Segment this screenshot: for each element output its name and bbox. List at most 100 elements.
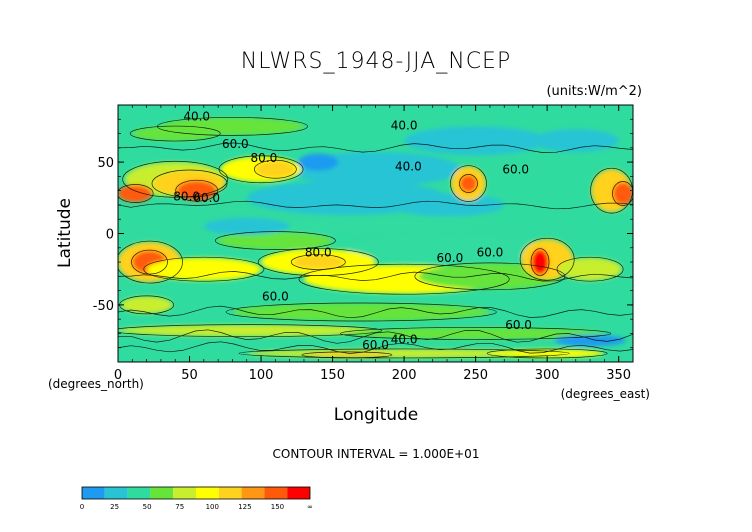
x-tick-label: 200	[392, 368, 417, 383]
field-region	[118, 324, 376, 337]
y-axis-label: Latitude	[55, 198, 75, 268]
contour-line	[151, 169, 228, 198]
contour-line	[290, 254, 346, 270]
field-region	[558, 257, 622, 281]
contour-line	[414, 262, 566, 291]
colorbar-label: 150	[271, 503, 284, 511]
contour-line	[122, 160, 229, 198]
chart-title: NLWRS_1948-JJA_NCEP	[241, 49, 511, 74]
field-region	[532, 129, 619, 153]
contour-label: 40.0	[395, 160, 422, 174]
contour-line	[118, 240, 183, 284]
contour-line	[118, 200, 633, 210]
contour-label: 60.0	[193, 191, 220, 205]
contour-line	[118, 271, 633, 282]
colorbar-swatch	[150, 487, 174, 499]
colorbar-label: 0	[80, 503, 84, 511]
contour-line	[129, 125, 221, 142]
colorbar-label: 100	[206, 503, 219, 511]
contour-line	[612, 181, 633, 206]
colorbar-swatch	[264, 487, 288, 499]
contour-label: 80.0	[305, 245, 332, 259]
contour-label: 60.0	[222, 137, 249, 151]
contour-label: 40.0	[391, 332, 418, 346]
colorbar-swatch	[196, 487, 219, 499]
contour-label: 60.0	[437, 251, 464, 265]
x-tick-label: 100	[249, 368, 274, 383]
colorbar-frame	[81, 486, 311, 500]
field-region	[346, 327, 605, 340]
contour-line	[530, 248, 550, 276]
colorbar-label: 75	[175, 503, 184, 511]
field-region	[132, 126, 219, 141]
colorbar-swatch	[287, 487, 310, 499]
field-region	[404, 126, 548, 155]
y-unit-note: (degrees_north)	[48, 377, 144, 391]
field-region	[203, 217, 290, 235]
contour-line	[459, 174, 478, 193]
colorbar-swatch	[173, 487, 196, 499]
colorbar-swatch	[104, 487, 128, 499]
field-region	[459, 174, 478, 193]
x-tick-label: 300	[535, 368, 560, 383]
contour-line	[118, 142, 633, 153]
contour-line	[118, 341, 633, 354]
field-region	[255, 160, 296, 178]
x-ticks: 0 50 100 150 200 250 300 350	[114, 105, 634, 383]
contour-label: 80.0	[173, 190, 200, 204]
contour-line	[225, 302, 497, 322]
field-region	[489, 349, 605, 358]
contour-label: 60.0	[502, 163, 529, 177]
contour-line	[143, 256, 265, 282]
contour-line	[175, 179, 219, 202]
colorbar-swatch	[218, 487, 242, 499]
field-region	[298, 153, 339, 171]
field-region	[531, 249, 549, 275]
contour-label: 60.0	[362, 338, 389, 352]
contour-line	[519, 237, 575, 281]
y-ticks: -50 0 50	[93, 104, 633, 363]
colorbar-label: 50	[143, 503, 152, 511]
x-axis-label: Longitude	[334, 405, 419, 425]
contour-line	[340, 327, 612, 340]
colorbar-swatch	[241, 487, 265, 499]
contour-line	[301, 351, 393, 359]
contour-label: 60.0	[505, 318, 532, 332]
contour-label: 40.0	[391, 118, 418, 132]
field-region	[292, 254, 345, 270]
colorbar: 0 25 50 75 100 125 150 ∞	[80, 486, 313, 511]
x-tick-label: 50	[181, 368, 198, 383]
colorbar-label: ∞	[307, 503, 313, 511]
contour-field: 40.040.060.080.040.0 60.060.080.080.0 60.0…	[118, 105, 633, 362]
colorbar-swatch	[82, 487, 105, 499]
x-tick-label: 350	[606, 368, 631, 383]
field-region	[218, 232, 333, 250]
x-unit-note: (degrees_east)	[561, 387, 650, 401]
contour-line	[118, 324, 383, 337]
field-region	[389, 193, 505, 217]
contour-line	[556, 256, 624, 282]
contour-label: 60.0	[262, 290, 289, 304]
y-tick-label: -50	[93, 299, 114, 314]
colorbar-label: 25	[110, 503, 119, 511]
contour-line	[218, 155, 304, 184]
contour-line	[118, 329, 633, 344]
field-region	[303, 352, 390, 358]
field-region	[232, 303, 490, 321]
units-label: (units:W/m^2)	[546, 84, 642, 99]
y-tick-label: 50	[97, 156, 114, 171]
contour-line	[298, 263, 510, 295]
field-region	[612, 182, 633, 205]
x-tick-label: 250	[463, 368, 488, 383]
field-region	[118, 184, 153, 203]
contour-line	[214, 231, 336, 250]
colorbar-swatch	[127, 487, 151, 499]
field-region	[232, 217, 490, 235]
x-tick-label: 0	[114, 368, 122, 383]
contour-line	[253, 159, 297, 179]
colorbar-label: 125	[238, 503, 251, 511]
x-tick-label: 150	[320, 368, 345, 383]
contour-line	[118, 305, 633, 319]
contour-interval-note: CONTOUR INTERVAL = 1.000E+01	[273, 447, 480, 461]
